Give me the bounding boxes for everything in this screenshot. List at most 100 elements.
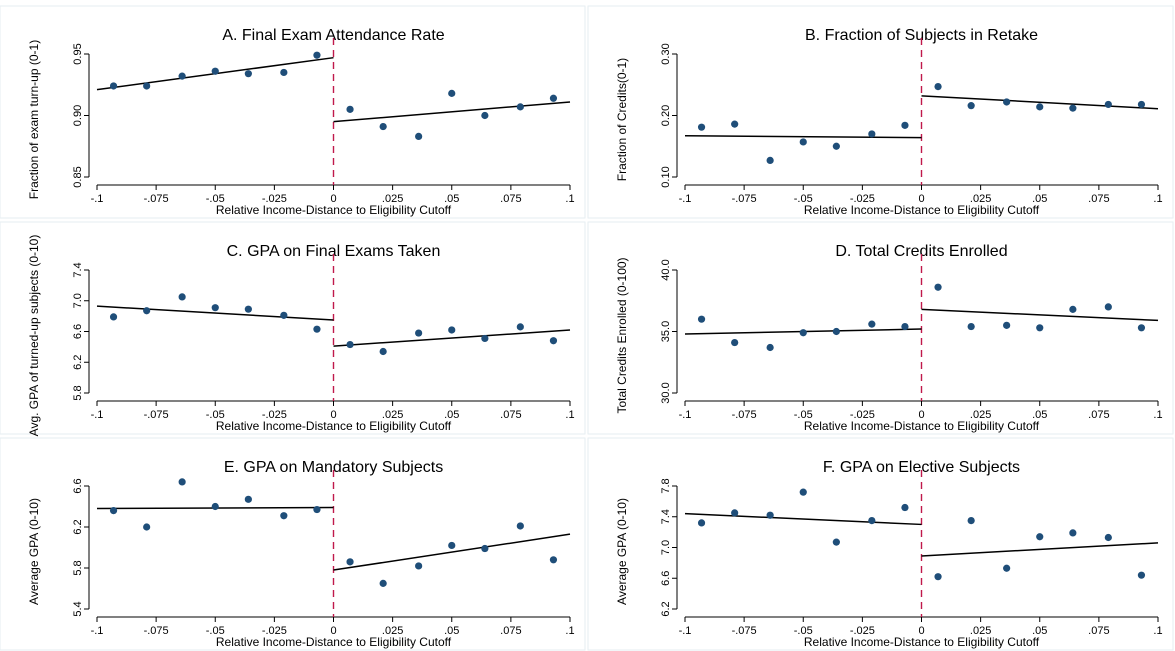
data-point — [143, 82, 151, 90]
data-point — [1003, 321, 1011, 329]
y-tick-label: 5.8 — [72, 385, 84, 400]
panel-title: A. Final Exam Attendance Rate — [222, 27, 444, 44]
data-point — [1036, 533, 1044, 541]
data-point — [448, 326, 456, 334]
data-point — [766, 156, 774, 164]
data-point — [244, 495, 252, 503]
y-tick-label: 6.6 — [72, 478, 84, 493]
data-point — [868, 516, 876, 525]
y-tick-label: 7.4 — [72, 262, 84, 277]
fit-line-right — [921, 308, 1159, 322]
data-point — [868, 320, 876, 328]
x-tick-label: .05 — [1032, 409, 1047, 421]
data-point — [178, 72, 186, 80]
data-point — [832, 327, 840, 336]
data-point — [697, 315, 706, 323]
data-point — [1069, 305, 1077, 313]
y-tick-label: 35.0 — [660, 321, 672, 342]
x-tick-label: -.1 — [679, 625, 692, 637]
x-tick-label: -.025 — [850, 409, 875, 421]
panel-background — [587, 5, 1174, 219]
panel-title: C. GPA on Final Exams Taken — [227, 243, 441, 260]
x-tick-label: .05 — [444, 625, 459, 637]
x-tick-label: .075 — [1088, 625, 1109, 637]
data-point — [415, 132, 423, 141]
panel-e: E. GPA on Mandatory Subjects -.1 -.075 -.05… — [0, 437, 586, 651]
data-point — [549, 337, 558, 345]
data-point — [901, 121, 909, 129]
data-point — [934, 573, 942, 581]
x-axis-label: Relative Income-Distance to Eligibility … — [804, 419, 1040, 433]
data-point — [1069, 104, 1077, 112]
data-point — [280, 512, 288, 520]
x-tick-label: .025 — [970, 625, 991, 637]
data-point — [280, 68, 288, 77]
panel-background — [0, 437, 586, 651]
x-tick-label: -.05 — [206, 409, 225, 421]
data-point — [516, 522, 524, 530]
x-tick-label: -.025 — [262, 625, 287, 637]
fit-line-right — [921, 542, 1159, 557]
data-point — [731, 338, 739, 347]
data-point — [280, 311, 288, 319]
y-tick-label: 0.30 — [660, 43, 672, 64]
data-point — [481, 334, 489, 343]
x-tick-label: 0 — [330, 193, 336, 205]
y-axis-label: Average GPA (0-10) — [27, 498, 41, 605]
x-tick-label: .025 — [382, 625, 403, 637]
x-tick-label: -.025 — [262, 409, 287, 421]
x-tick-label: .1 — [1153, 625, 1162, 637]
x-tick-label: 0 — [918, 193, 924, 205]
data-point — [346, 340, 354, 349]
y-tick-label: 6.2 — [72, 519, 84, 534]
x-tick-label: .1 — [565, 409, 574, 421]
data-point — [481, 111, 489, 120]
x-tick-label: .075 — [500, 193, 521, 205]
data-point — [868, 130, 876, 138]
data-point — [1104, 533, 1112, 542]
x-axis-label: Relative Income-Distance to Eligibility … — [804, 635, 1040, 649]
x-tick-label: -.075 — [732, 409, 757, 421]
y-axis-label: Fraction of exam turn-up (0-1) — [27, 40, 41, 199]
x-tick-label: -.075 — [144, 193, 169, 205]
data-point — [313, 325, 321, 333]
y-tick-label: 30.0 — [660, 382, 672, 403]
data-point — [178, 293, 186, 301]
panel-d: D. Total Credits Enrolled -.1 -.075 -.05 -.0… — [587, 221, 1174, 435]
data-point — [143, 307, 151, 315]
fit-line-right — [333, 101, 571, 123]
data-point — [448, 89, 456, 97]
y-tick-label: 6.6 — [72, 324, 84, 339]
data-point — [766, 343, 774, 352]
panel-background — [587, 221, 1174, 435]
fit-line-left — [684, 135, 922, 139]
panel-title: D. Total Credits Enrolled — [835, 243, 1007, 260]
panel-b: B. Fraction of Subjects in Retake -.1 -.07… — [587, 5, 1174, 219]
y-axis-label: Total Credits Enrolled (0-100) — [615, 257, 629, 413]
x-tick-label: -.05 — [794, 193, 813, 205]
y-axis-label: Avg. GPA of turned-up subjects (0-10) — [27, 235, 41, 437]
data-point — [415, 562, 423, 570]
y-axis-label: Fraction of Credits(0-1) — [615, 58, 629, 181]
y-axis-label: Average GPA (0-10) — [615, 498, 629, 605]
panels: A. Final Exam Attendance Rate -.1 -.075 -.0… — [0, 5, 1174, 651]
x-tick-label: .05 — [1032, 193, 1047, 205]
data-point — [766, 511, 774, 519]
data-point — [731, 509, 739, 517]
panel-title: E. GPA on Mandatory Subjects — [224, 459, 443, 476]
x-tick-label: .1 — [565, 193, 574, 205]
data-point — [109, 313, 118, 321]
data-point — [549, 94, 558, 102]
panel-background — [0, 221, 586, 435]
data-point — [481, 544, 489, 553]
x-tick-label: .05 — [1032, 625, 1047, 637]
x-tick-label: -.025 — [850, 625, 875, 637]
x-tick-label: .025 — [382, 193, 403, 205]
data-point — [1104, 303, 1112, 311]
y-tick-label: 7.0 — [72, 293, 84, 308]
x-tick-label: -.05 — [206, 193, 225, 205]
data-point — [1003, 564, 1011, 572]
x-tick-label: 0 — [330, 625, 336, 637]
y-tick-label: 7.0 — [660, 540, 672, 555]
